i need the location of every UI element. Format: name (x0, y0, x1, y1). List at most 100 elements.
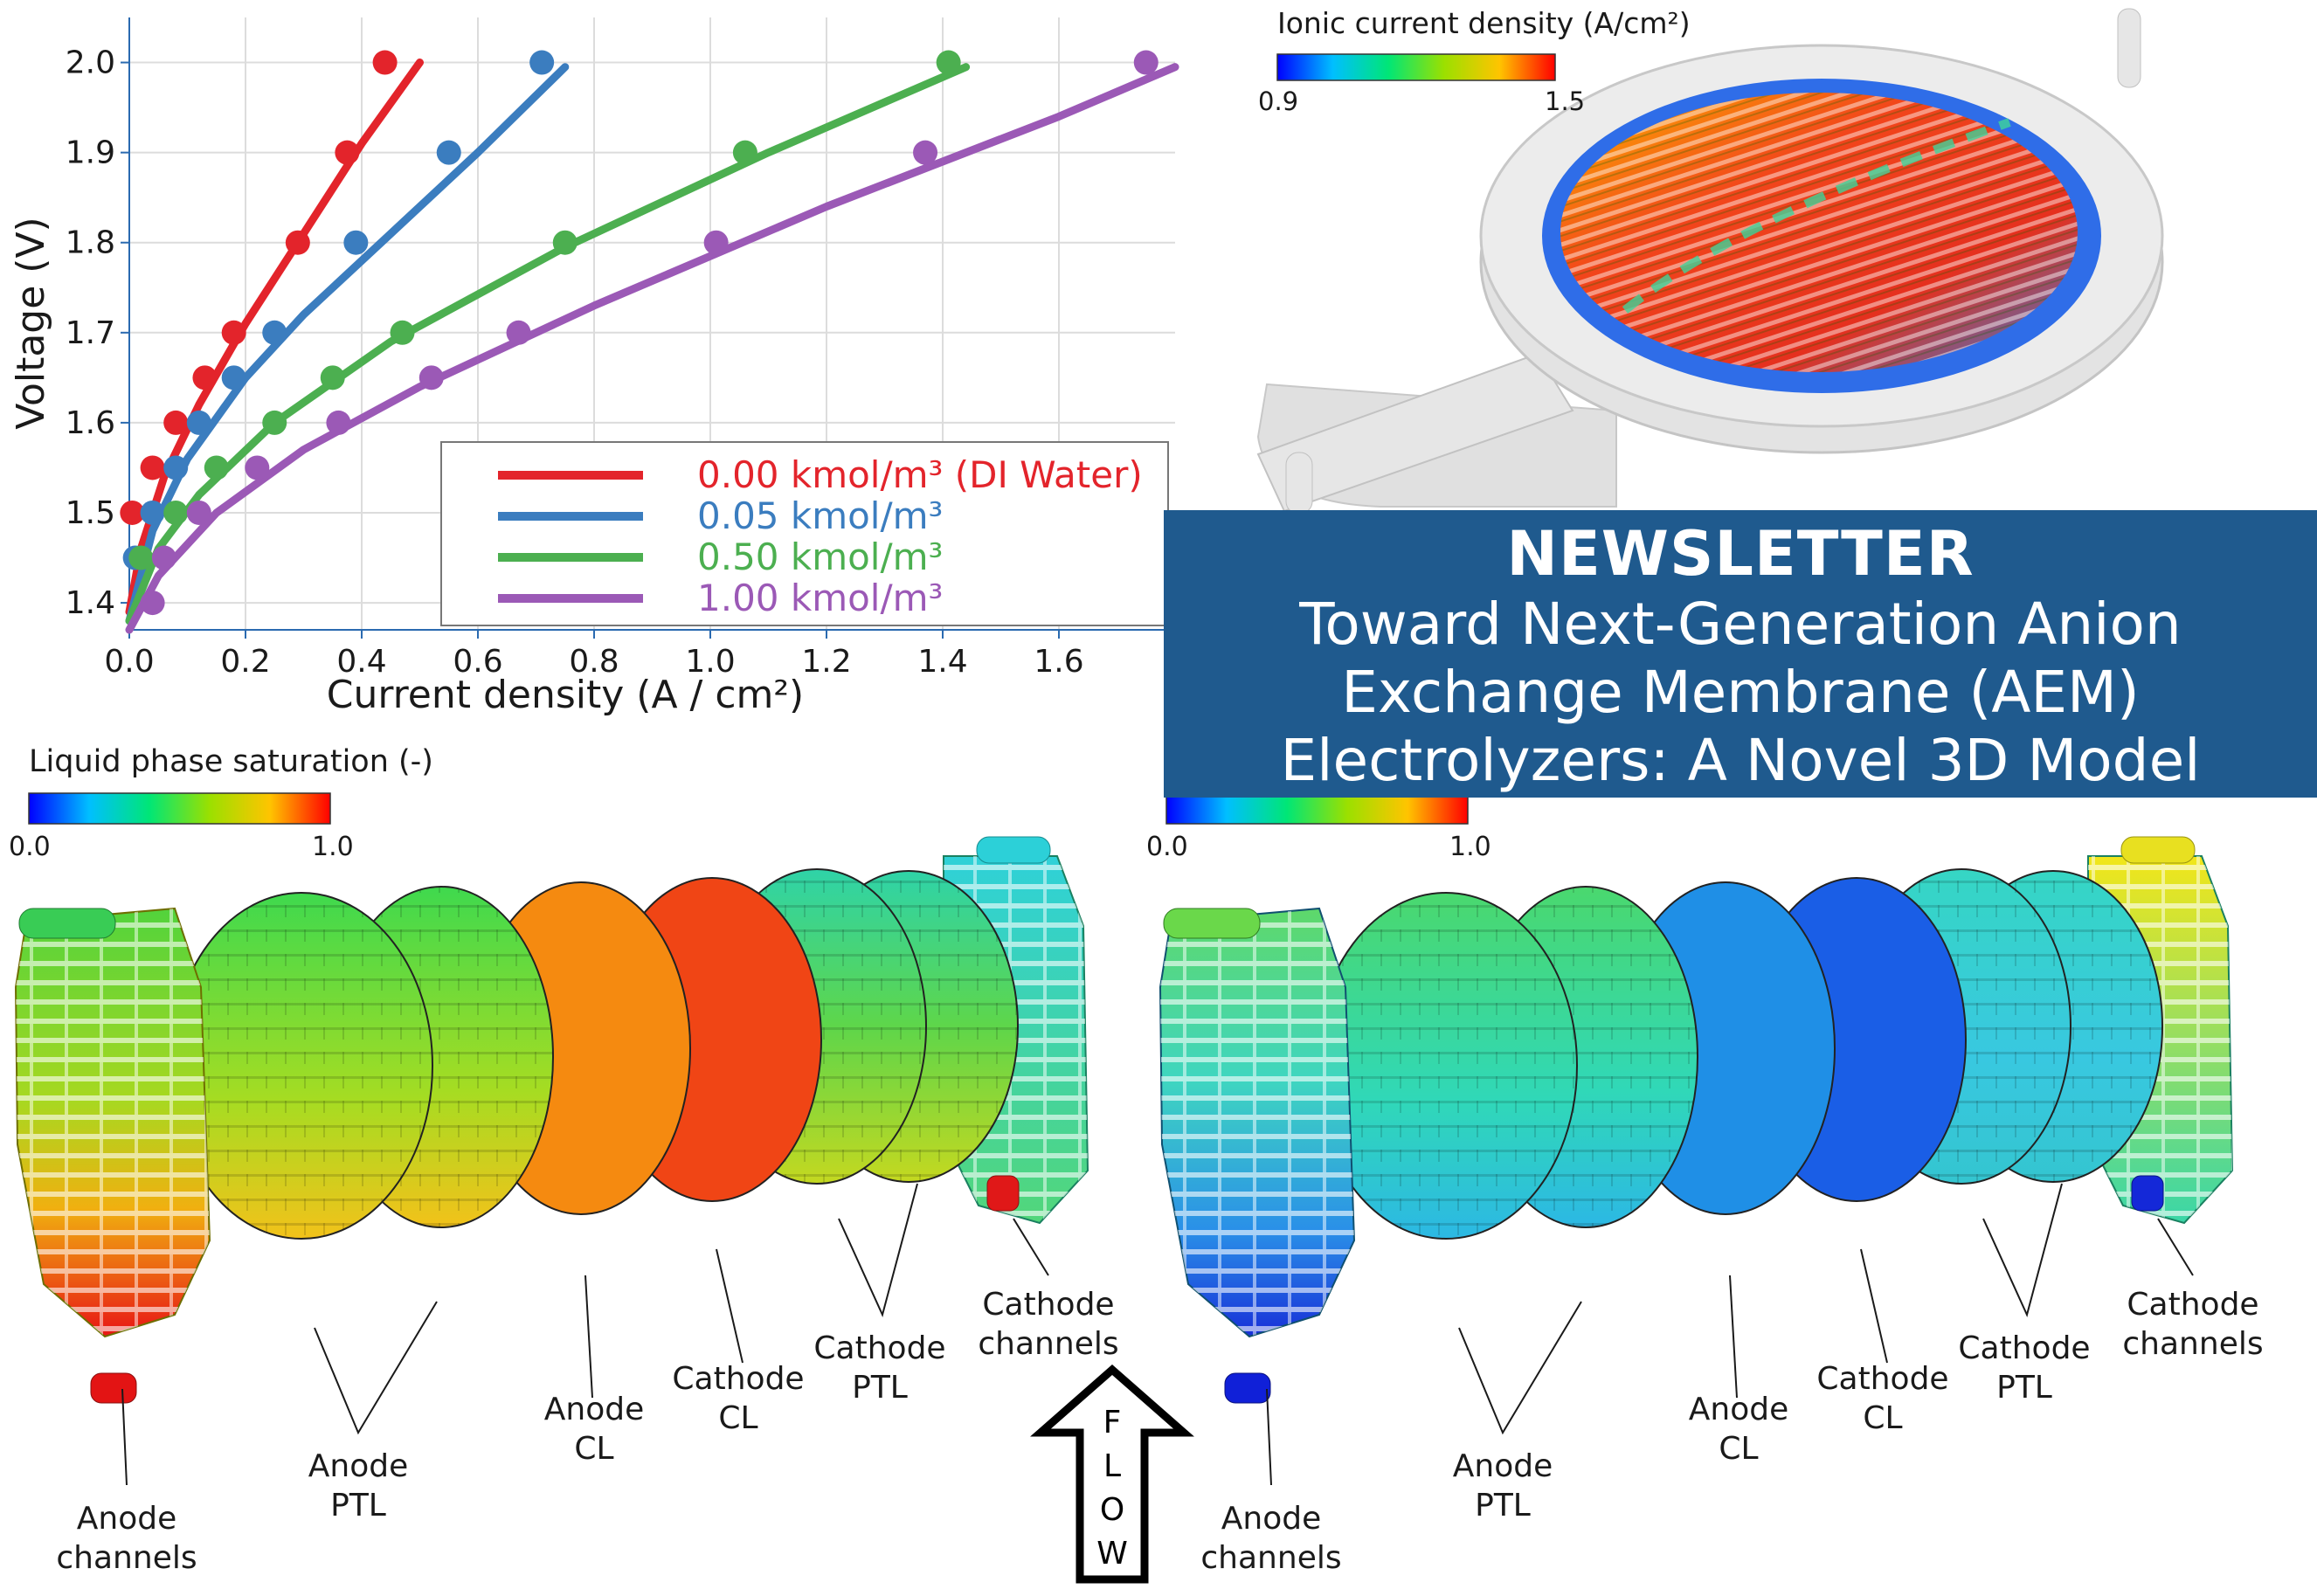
saturation-colorbar-right: 0.0 1.0 (1146, 792, 1491, 862)
data-point (262, 410, 287, 435)
x-tick-labels: 0.0 0.2 0.4 0.6 0.8 1.0 1.2 1.4 1.6 (104, 630, 1084, 680)
cell-port-top (2117, 8, 2141, 88)
x-tick-label: 0.8 (569, 644, 619, 680)
polarization-chart: 0.0 0.2 0.4 0.6 0.8 1.0 1.2 1.4 1.6 1.4 1.5 1.6 1.7… (9, 17, 1179, 717)
data-point (186, 410, 211, 435)
cell-handle (1256, 352, 1574, 513)
ionic-colorbar-title: Ionic current density (A/cm²) (1277, 6, 1691, 40)
ionic-colorbar-max: 1.5 (1545, 86, 1585, 116)
anode-ptl-pattern-right (1315, 893, 1577, 1239)
data-point (120, 500, 145, 525)
cell-3d-render: Ionic current density (A/cm²) 0.9 1.5 (1256, 6, 2164, 515)
newsletter-banner: NEWSLETTER Toward Next-Generation Anion … (1164, 510, 2317, 798)
y-tick-label: 1.6 (66, 405, 115, 441)
data-point (285, 230, 310, 255)
anode-outlet-pipe-right (1224, 1372, 1271, 1404)
leader-lines-right (1266, 1183, 2194, 1486)
label-anode-ptl-right-l2: PTL (1475, 1488, 1531, 1523)
cathode-inlet-pipe (976, 836, 1051, 864)
legend-label: 0.05 kmol/m³ (697, 494, 943, 537)
banner-heading: NEWSLETTER (1506, 518, 1975, 590)
cathode-outlet-pipe (986, 1175, 1020, 1212)
flow-letter-o: O (1100, 1492, 1124, 1528)
cathode-inlet-pipe-right (2120, 836, 2196, 864)
data-point (128, 545, 154, 570)
y-axis-label: Voltage (V) (9, 217, 53, 429)
banner-title-line-2: Exchange Membrane (AEM) (1341, 659, 2140, 726)
data-point (436, 140, 461, 165)
data-point (204, 455, 229, 480)
y-tick-label: 2.0 (66, 45, 115, 81)
banner-title-line-3: Electrolyzers: A Novel 3D Model (1280, 727, 2201, 794)
label-cathode-ptl-l2: PTL (852, 1370, 908, 1406)
x-tick-label: 0.6 (453, 644, 502, 680)
label-anode-cl-right-l1: Anode (1689, 1392, 1788, 1427)
data-point (326, 410, 351, 435)
label-cathode-channels-right-l2: channels (2122, 1326, 2263, 1362)
anode-channels-pattern (16, 909, 210, 1337)
label-cathode-ptl-right-l1: Cathode (1958, 1330, 2090, 1366)
label-cathode-ptl-l1: Cathode (813, 1330, 945, 1366)
x-tick-label: 1.0 (685, 644, 735, 680)
cell-port-bottom (1285, 452, 1313, 515)
ionic-colorbar-min: 0.9 (1258, 86, 1298, 116)
ionic-colorbar: Ionic current density (A/cm²) 0.9 1.5 (1258, 6, 1691, 116)
data-point (390, 320, 415, 345)
flow-letter-f: F (1103, 1405, 1122, 1441)
flow-arrow: F L O W (1030, 1365, 1194, 1584)
y-tick-labels: 1.4 1.5 1.6 1.7 1.8 1.9 2.0 (66, 45, 129, 621)
data-point (140, 455, 165, 480)
data-point (221, 365, 246, 390)
label-cathode-channels-right-l1: Cathode (2127, 1287, 2258, 1323)
label-anode-channels-right-l1: Anode (1221, 1501, 1321, 1537)
label-cathode-cl-right-l1: Cathode (1816, 1361, 1948, 1397)
x-tick-label: 0.4 (336, 644, 386, 680)
data-point (913, 140, 938, 165)
data-point (418, 365, 444, 390)
label-cathode-channels-l2: channels (978, 1326, 1118, 1362)
flow-arrow-letters: F L O W (1096, 1405, 1128, 1572)
flow-letter-w: W (1096, 1536, 1128, 1572)
data-point (732, 140, 757, 165)
label-anode-ptl-right-l1: Anode (1453, 1448, 1553, 1484)
data-point (529, 50, 555, 75)
saturation-colorbar-gradient (28, 792, 331, 825)
layer-labels-right: Anode channels Anode PTL Anode CL Cathod… (1200, 1287, 2263, 1576)
series-group (120, 50, 424, 616)
data-point (186, 500, 211, 525)
label-cathode-cl-right-l2: CL (1863, 1400, 1902, 1436)
data-point (163, 410, 189, 435)
legend-label: 0.00 kmol/m³ (DI Water) (697, 453, 1143, 496)
label-cathode-channels-l1: Cathode (982, 1287, 1114, 1323)
banner-title-line-1: Toward Next-Generation Anion (1299, 591, 2182, 658)
anode-inlet-pipe-right (1163, 908, 1261, 939)
label-anode-cl-right-l2: CL (1719, 1431, 1758, 1467)
x-axis-label: Current density (A / cm²) (327, 673, 804, 717)
label-anode-channels-l2: channels (56, 1540, 197, 1576)
label-cathode-cl-l2: CL (718, 1400, 757, 1436)
layer-labels-left: Anode channels Anode PTL Anode CL Cathod… (56, 1287, 1118, 1576)
x-tick-label: 0.2 (220, 644, 270, 680)
data-point (163, 500, 189, 525)
saturation-colorbar-min: 0.0 (9, 832, 51, 862)
saturation-colorbar-right-max: 1.0 (1449, 832, 1491, 862)
saturation-colorbar-max: 1.0 (312, 832, 354, 862)
data-point (192, 365, 218, 390)
label-anode-cl-l2: CL (574, 1431, 613, 1467)
saturation-stack-left: Liquid phase saturation (-) 0.0 1.0 (9, 744, 1119, 1576)
ionic-colorbar-gradient (1276, 53, 1556, 81)
x-tick-label: 1.4 (917, 644, 967, 680)
x-tick-label: 1.2 (801, 644, 851, 680)
leader-lines-left (121, 1183, 1049, 1486)
flow-letter-l: L (1103, 1448, 1121, 1484)
series-group (125, 50, 971, 625)
y-tick-label: 1.4 (66, 585, 115, 621)
legend-label: 1.00 kmol/m³ (697, 577, 943, 619)
data-point (335, 140, 360, 165)
chart-series (120, 50, 1179, 634)
data-point (1133, 50, 1158, 75)
saturation-colorbar-left: Liquid phase saturation (-) 0.0 1.0 (9, 744, 433, 862)
data-point (936, 50, 961, 75)
anode-channels-pattern-right (1160, 909, 1354, 1337)
